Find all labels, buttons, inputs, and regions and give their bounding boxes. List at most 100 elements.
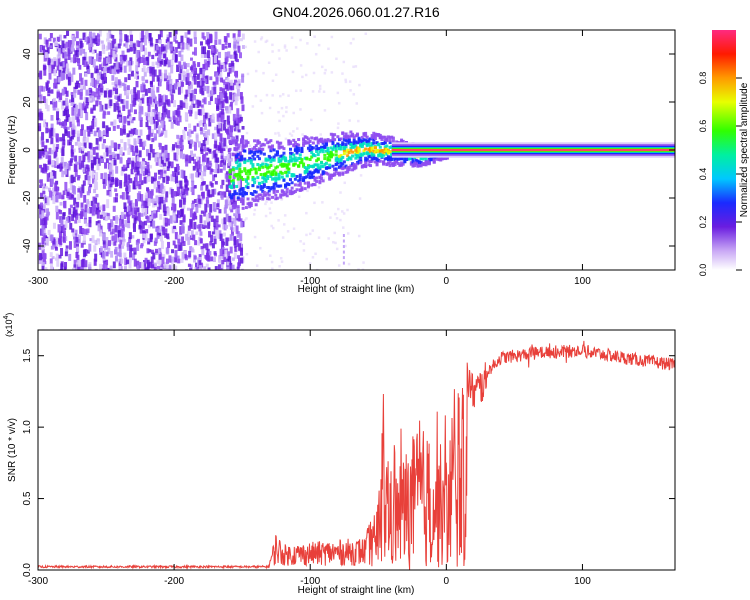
spectrogram-cell [385,148,389,152]
spectrogram-cell [174,47,178,53]
spectrogram-cell [190,230,194,238]
spectrogram-cell [186,207,190,211]
spectrogram-cell [404,157,408,161]
spectrogram-cell [239,140,243,144]
spectrogram-cell [205,196,209,204]
spectrogram-cell [93,245,97,252]
spectrogram-cell [73,54,77,64]
spectrogram-cell [47,211,51,216]
spectrogram-cell [206,248,210,256]
spectrogram-cell [431,157,435,161]
spectrogram-cell [290,152,294,156]
spectrogram-cell [138,220,142,228]
spectrogram-cell [319,133,322,136]
spectrogram-cell [65,97,69,102]
spectrogram-cell [188,109,192,114]
spectrogram-cell [228,175,232,179]
spectrogram-cell [166,99,170,106]
spectrogram-cell [217,224,221,228]
spectrogram-cell [241,33,245,40]
spectrogram-cell [206,162,210,168]
spectrogram-cell [253,235,257,239]
spectrogram-cell [56,36,60,42]
spectrogram-cell [328,158,332,162]
spectrogram-cell [159,267,163,270]
spectrogram-cell [153,213,157,218]
spectrogram-cell [352,167,356,171]
spectrogram-cell [191,213,195,221]
spectrogram-cell [38,214,42,219]
spectrogram-cell [129,202,133,212]
spectrogram-cell [253,152,257,156]
spectrogram-cell [82,32,86,41]
spectrogram-cell [342,256,345,260]
spectrogram-cell [68,253,72,261]
spectrogram-cell [55,253,59,260]
spectrogram-cell [275,189,279,193]
spectrogram-cell [354,148,358,152]
spectrogram-cell [383,147,387,151]
spectrogram-cell [373,134,377,138]
spectrogram-cell [355,146,359,150]
spectrogram-cell [270,260,274,264]
spectrogram-cell [267,145,271,149]
spectrogram-cell [295,158,299,162]
spectrogram-cell [93,130,97,137]
spectrogram-cell [118,265,122,270]
spectrogram-cell [313,176,317,180]
spectrogram-cell [42,168,46,174]
spectrogram-cell [179,100,183,108]
spectrogram-cell [231,257,235,261]
spectrogram-cell [182,170,186,179]
spectrogram-cell [151,61,155,68]
spectrogram-cell [102,264,106,270]
spectrogram-cell [59,62,63,67]
spectrogram-cell [114,43,118,49]
spectrogram-cell [197,172,201,176]
spectrogram-cell [355,162,359,166]
spectrogram-cell [98,55,102,60]
spectrogram-cell [254,198,258,202]
spectrogram-cell [193,125,197,132]
spectrogram-cell [180,64,184,70]
spectrogram-cell [306,137,310,141]
spectrogram-cell [186,231,190,241]
spectrogram-cell [92,118,96,123]
spectrogram-cell [107,127,111,131]
spectrogram-cell [50,115,54,121]
spectrogram-cell [231,181,235,185]
spectrogram-cell [118,248,122,257]
spectrogram-cell [297,138,301,142]
spectrogram-cell [262,172,266,176]
spectrogram-cell [38,112,42,121]
spectrogram-cell [41,259,45,266]
spectrogram-cell [62,133,66,141]
spectrogram-cell [231,141,235,145]
spectrogram-cell [42,218,46,226]
spectrogram-cell [84,175,88,181]
spectrogram-cell [302,176,306,180]
spectrogram-cell [266,197,270,201]
spectrogram-cell [101,63,105,72]
spectrogram-cell [105,45,109,51]
spectrogram-cell [236,164,240,168]
spectrogram-cell [100,173,104,180]
spectrogram-cell [108,190,112,197]
spectrogram-cell [194,111,198,120]
spectrogram-cell [80,80,84,90]
spectrogram-cell [74,155,78,162]
spectrogram-cell [48,155,52,165]
spectrogram-cell [262,152,266,156]
spectrogram-cell [383,135,387,139]
spectrogram-cell [122,99,126,109]
spectrogram-cell [241,142,245,146]
spectrogram-cell [114,179,118,187]
spectrogram-cell [170,188,174,198]
spectrogram-cell [48,72,52,80]
spectrogram-cell [210,89,214,97]
spectrogram-cell [388,157,392,161]
spectrogram-cell [362,152,366,156]
spectrogram-cell [224,249,228,258]
spectrogram-cell [193,185,197,189]
spectrogram-cell [171,203,175,211]
